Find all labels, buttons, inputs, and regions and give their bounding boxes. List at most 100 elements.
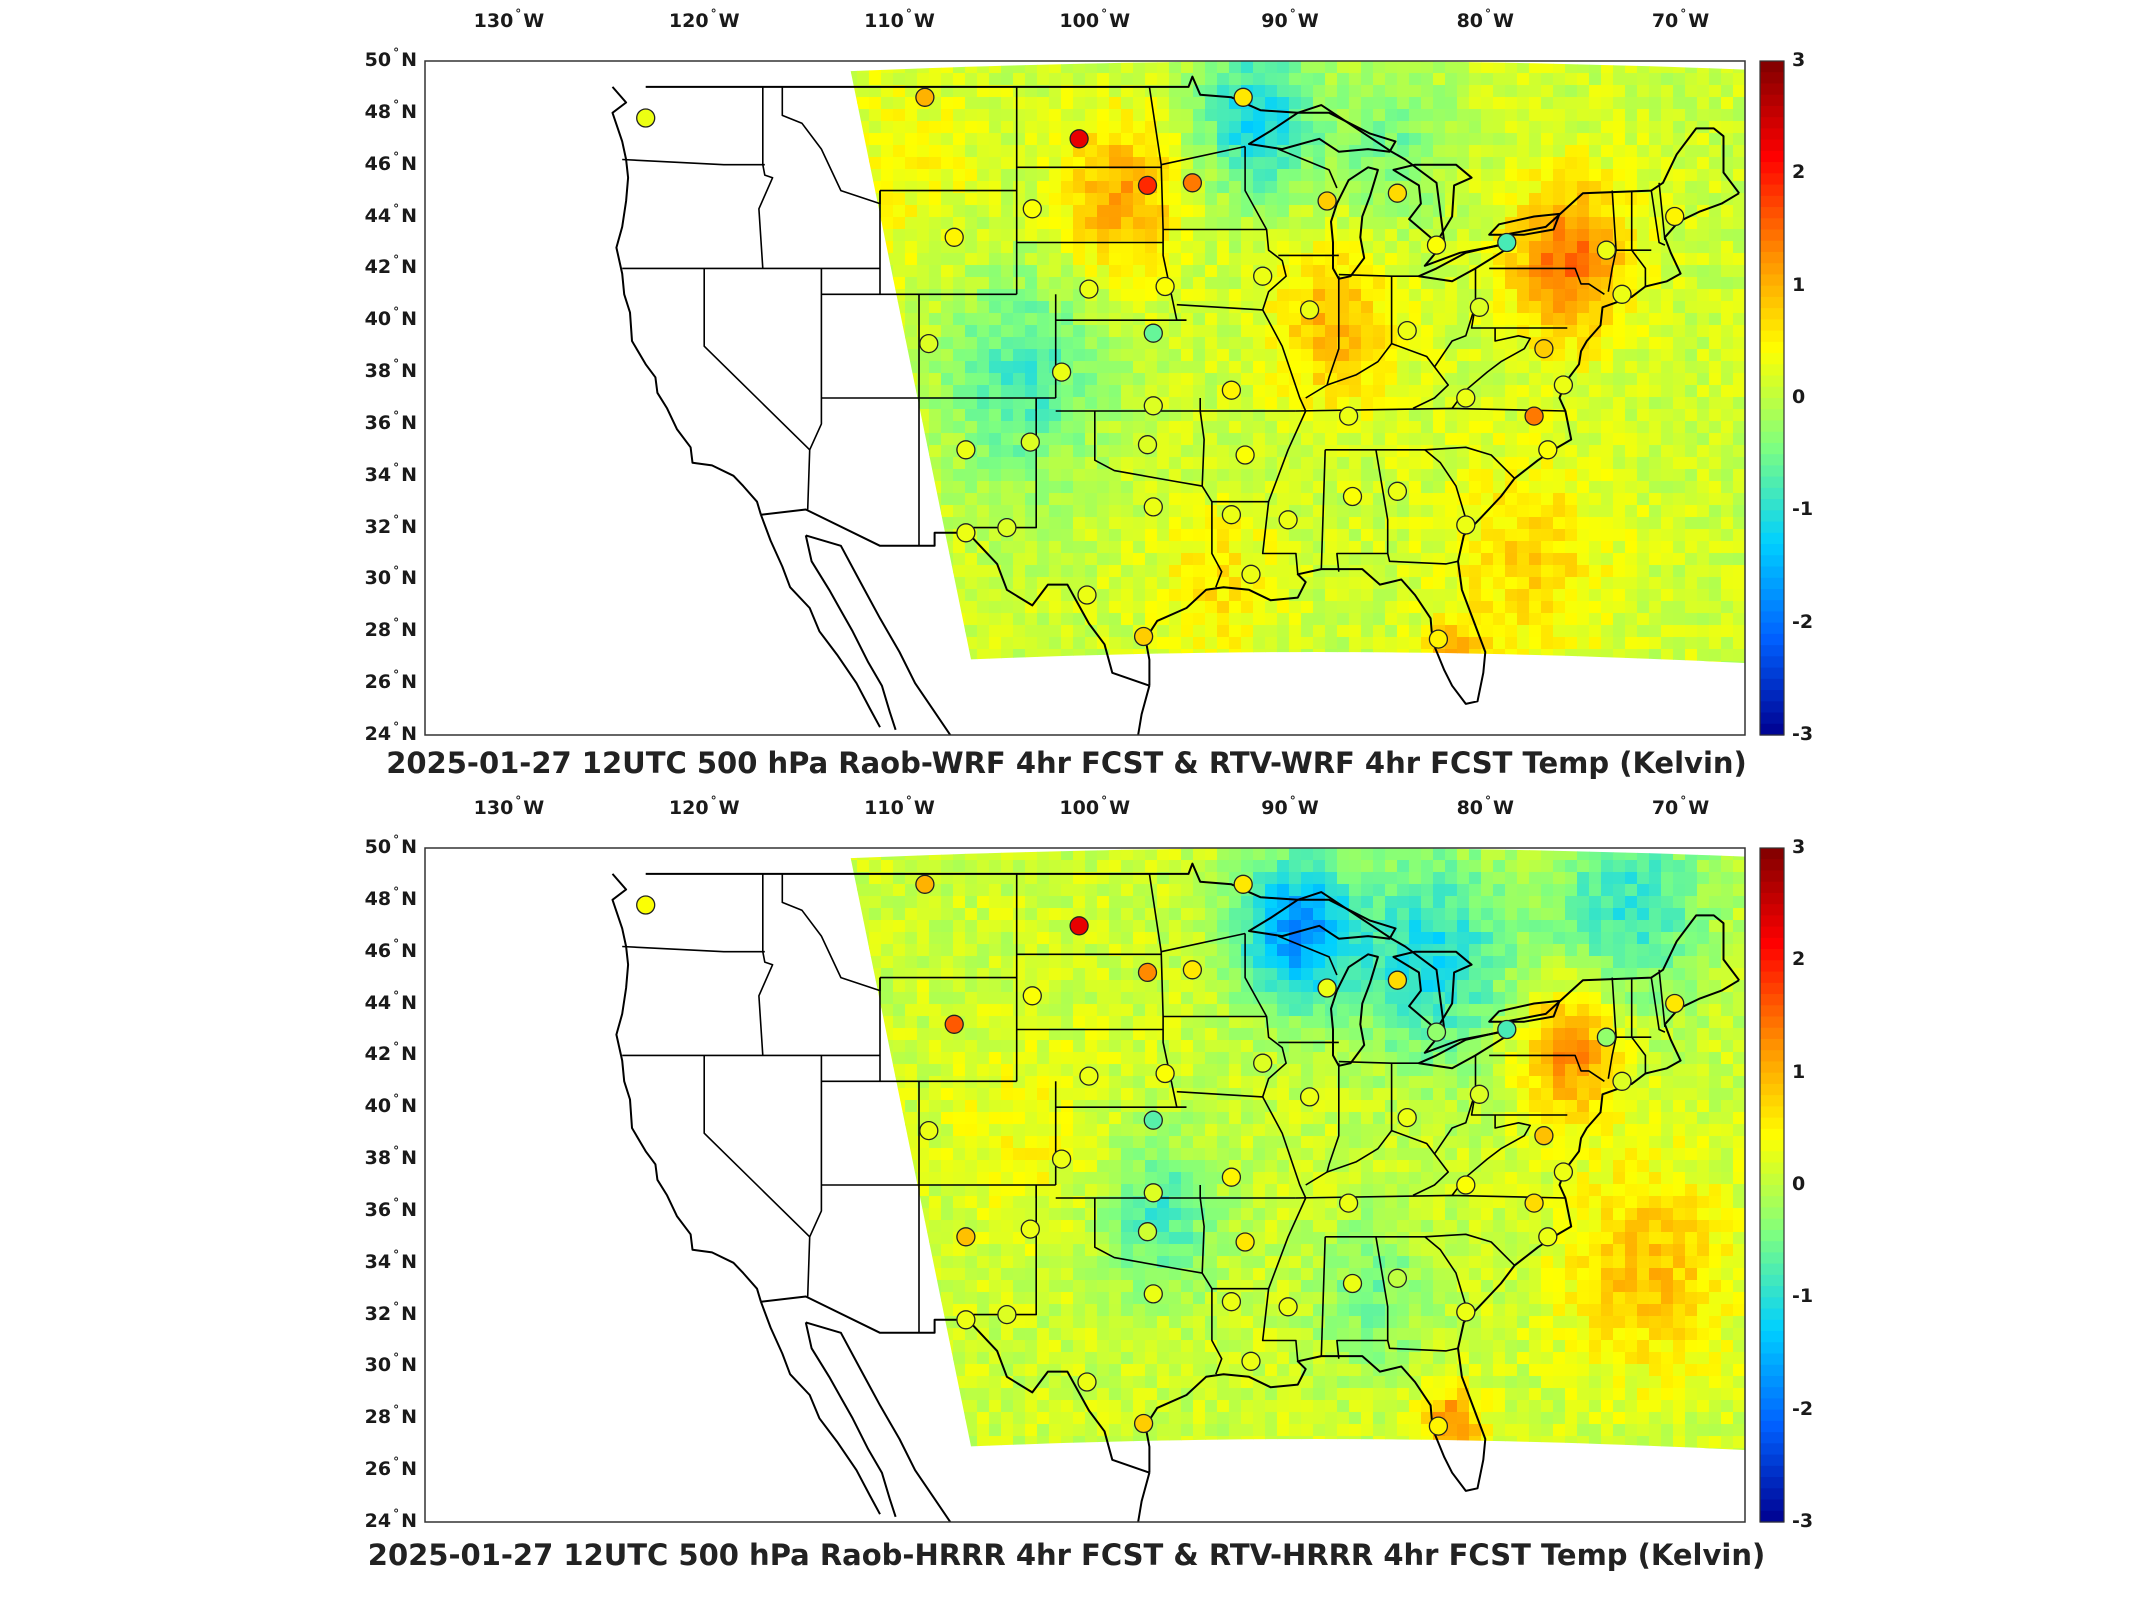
latitude-label: 36 ° N bbox=[364, 408, 417, 434]
station-marker bbox=[1079, 279, 1099, 299]
coastlines-and-borders bbox=[611, 862, 1740, 1522]
station-marker bbox=[1397, 1107, 1417, 1128]
station-marker bbox=[1137, 1222, 1158, 1242]
panel-title-hrrr: 2025-01-27 12UTC 500 hPa Raob-HRRR 4hr F… bbox=[367, 1538, 1766, 1572]
station-marker bbox=[1538, 1227, 1558, 1247]
station-marker bbox=[1338, 1193, 1359, 1213]
station-marker bbox=[1137, 175, 1158, 196]
latitude-label: 30 ° N bbox=[364, 564, 417, 590]
station-marker bbox=[1133, 1413, 1154, 1434]
station-marker bbox=[1278, 510, 1298, 530]
station-marker bbox=[1077, 585, 1097, 605]
station-marker bbox=[1469, 297, 1490, 317]
latitude-label: 36 ° N bbox=[364, 1195, 417, 1221]
colorbar bbox=[1759, 847, 1785, 1523]
raob-stations bbox=[636, 874, 1685, 1436]
station-marker bbox=[1553, 375, 1574, 395]
colorbar-tick-label: -1 bbox=[1792, 498, 1814, 521]
station-marker bbox=[1155, 276, 1175, 297]
station-marker bbox=[1342, 486, 1363, 507]
station-marker bbox=[1497, 1019, 1517, 1040]
station-marker bbox=[1221, 1292, 1242, 1312]
station-marker bbox=[1426, 235, 1447, 255]
latitude-label: 48 ° N bbox=[364, 884, 417, 910]
latitude-label: 40 ° N bbox=[364, 305, 417, 331]
station-marker bbox=[1387, 970, 1408, 990]
station-marker bbox=[1299, 1087, 1320, 1107]
station-marker bbox=[997, 1304, 1017, 1325]
station-marker bbox=[1051, 362, 1072, 382]
longitude-label: 70 ° W bbox=[1651, 794, 1710, 819]
map-canvas bbox=[424, 60, 1785, 736]
latitude-label: 26 ° N bbox=[364, 1455, 417, 1481]
plot-frame bbox=[424, 847, 1746, 1523]
station-marker bbox=[919, 333, 939, 354]
colorbar-tick-label: -1 bbox=[1792, 1285, 1814, 1308]
station-marker bbox=[956, 523, 976, 543]
station-marker bbox=[1235, 1232, 1255, 1252]
latitude-label: 40 ° N bbox=[364, 1092, 417, 1118]
longitude-label: 80 ° W bbox=[1456, 7, 1514, 32]
station-marker bbox=[1665, 993, 1685, 1014]
map-panel-hrrr: 130 ° W 120 ° W 110 ° W 100 ° W 90 ° W 80 ° W 70 ° W 50 ° N 48 ° N… bbox=[0, 787, 2133, 1587]
station-marker bbox=[1241, 1351, 1261, 1371]
station-marker bbox=[1612, 284, 1632, 304]
station-marker bbox=[1534, 339, 1554, 359]
colorbar-tick-label: -2 bbox=[1792, 1397, 1814, 1420]
station-marker bbox=[1317, 191, 1337, 211]
station-marker bbox=[956, 1227, 976, 1247]
station-marker bbox=[1143, 1284, 1163, 1304]
latitude-label: 30 ° N bbox=[364, 1351, 417, 1377]
longitude-label: 90 ° W bbox=[1261, 7, 1319, 32]
coastlines-and-borders bbox=[611, 75, 1740, 735]
station-marker bbox=[1596, 240, 1617, 260]
colorbar-tick-label: 0 bbox=[1792, 386, 1806, 408]
station-marker bbox=[1612, 1071, 1632, 1091]
station-marker bbox=[1143, 396, 1163, 416]
latitude-label: 28 ° N bbox=[364, 616, 417, 642]
station-marker bbox=[1221, 1167, 1242, 1187]
longitude-label: 100 ° W bbox=[1059, 794, 1131, 819]
station-marker bbox=[997, 517, 1017, 538]
colorbar-tick-label: 0 bbox=[1792, 1173, 1806, 1195]
latitude-label: 42 ° N bbox=[364, 1040, 417, 1066]
station-marker bbox=[1278, 1297, 1298, 1317]
station-marker bbox=[1299, 300, 1320, 320]
station-marker bbox=[1342, 1273, 1363, 1294]
latitude-label: 42 ° N bbox=[364, 253, 417, 279]
station-marker bbox=[1665, 206, 1685, 227]
station-marker bbox=[956, 1310, 976, 1330]
station-marker bbox=[1338, 406, 1359, 426]
latitude-label: 50 ° N bbox=[364, 46, 417, 71]
colorbar-tick-label: 3 bbox=[1792, 836, 1806, 858]
colorbar-tick-label: 2 bbox=[1792, 948, 1806, 971]
latitude-label: 48 ° N bbox=[364, 97, 417, 123]
latitude-label: 38 ° N bbox=[364, 357, 417, 383]
station-marker bbox=[1182, 960, 1203, 980]
station-marker bbox=[1022, 986, 1042, 1006]
station-marker bbox=[636, 108, 656, 128]
station-marker bbox=[1020, 432, 1040, 452]
latitude-label: 34 ° N bbox=[364, 1247, 417, 1273]
station-marker bbox=[1253, 266, 1273, 286]
longitude-label: 100 ° W bbox=[1059, 7, 1131, 32]
colorbar-tick-label: 3 bbox=[1792, 49, 1806, 71]
station-marker bbox=[915, 874, 935, 894]
station-marker bbox=[1143, 497, 1163, 517]
longitude-label: 120 ° W bbox=[668, 7, 740, 32]
station-marker bbox=[1221, 380, 1242, 400]
station-marker bbox=[1143, 323, 1163, 343]
station-marker bbox=[1022, 199, 1042, 219]
longitude-label: 70 ° W bbox=[1651, 7, 1710, 32]
plot-frame bbox=[424, 60, 1746, 736]
station-marker bbox=[1241, 564, 1261, 584]
station-marker bbox=[1456, 388, 1476, 408]
station-marker bbox=[956, 440, 976, 460]
station-marker bbox=[1397, 320, 1417, 341]
latitude-label: 24 ° N bbox=[364, 1507, 417, 1532]
station-marker bbox=[1387, 1268, 1408, 1288]
station-marker bbox=[1182, 173, 1203, 193]
station-marker bbox=[1069, 129, 1089, 149]
station-marker bbox=[1426, 1022, 1447, 1042]
latitude-label: 24 ° N bbox=[364, 720, 417, 745]
